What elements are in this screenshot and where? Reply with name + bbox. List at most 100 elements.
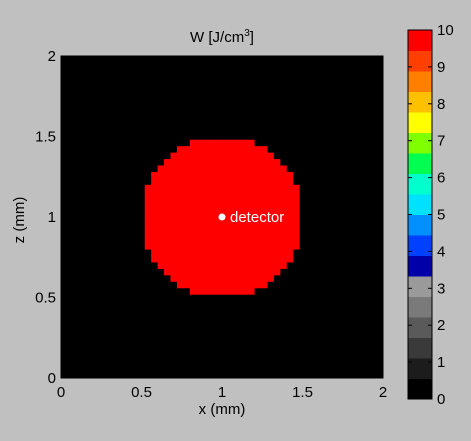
colorbar-segment — [408, 91, 432, 113]
heatmap-cell — [209, 178, 216, 186]
heatmap-cell — [196, 197, 204, 205]
heatmap-cell — [254, 210, 262, 218]
heatmap-cell — [292, 236, 300, 244]
heatmap-cell — [176, 223, 184, 231]
heatmap-cell — [247, 210, 255, 218]
heatmap-cell — [279, 262, 287, 269]
heatmap-cell — [234, 274, 242, 282]
heatmap-cell — [286, 236, 294, 244]
heatmap-cell — [241, 236, 249, 244]
heatmap-cell — [176, 242, 184, 250]
heatmap-cell — [209, 281, 216, 289]
chart-title: W [J/cm3] — [190, 28, 254, 46]
colorbar-tick-label: 8 — [437, 96, 445, 113]
heatmap-cell — [260, 217, 268, 224]
heatmap-cell — [157, 184, 165, 192]
heatmap-cell — [260, 262, 268, 269]
heatmap-cell — [164, 242, 171, 250]
heatmap-cell — [176, 178, 184, 186]
heatmap-cell — [267, 249, 274, 257]
heatmap-cell — [234, 139, 242, 147]
heatmap-cell — [157, 165, 165, 173]
heatmap-cell — [164, 229, 171, 237]
heatmap-cell — [209, 197, 216, 205]
heatmap-cell — [279, 249, 287, 257]
colorbar-tick-label: 4 — [437, 243, 445, 260]
heatmap-cell — [164, 236, 171, 244]
heatmap-cell — [286, 229, 294, 237]
heatmap-cell — [267, 274, 274, 282]
heatmap-cell — [228, 287, 236, 295]
y-tick-label: 1.5 — [35, 129, 56, 146]
heatmap-cell — [183, 159, 191, 166]
heatmap-cell — [151, 255, 158, 263]
heatmap-cell — [279, 184, 287, 192]
heatmap-cell — [183, 197, 191, 205]
x-tick-label: 0.5 — [131, 384, 152, 401]
heatmap-cell — [202, 268, 210, 276]
heatmap-cell — [260, 236, 268, 244]
heatmap-cell — [202, 171, 210, 179]
heatmap-cell — [151, 236, 158, 244]
heatmap-cell — [241, 146, 249, 153]
heatmap-cell — [209, 184, 216, 192]
colorbar-segment — [408, 317, 432, 338]
heatmap-cell — [286, 255, 294, 263]
heatmap-cell — [164, 165, 171, 173]
heatmap-cell — [215, 229, 223, 237]
heatmap-cell — [215, 171, 223, 179]
heatmap-cell — [292, 210, 300, 218]
heatmap-cell — [292, 184, 300, 192]
heatmap-cell — [144, 236, 152, 244]
heatmap-cell — [202, 274, 210, 282]
heatmap-cell — [151, 197, 158, 205]
heatmap-cell — [170, 210, 178, 218]
heatmap-cell — [215, 159, 223, 166]
heatmap-cell — [202, 159, 210, 166]
heatmap-cell — [196, 159, 204, 166]
heatmap-cell — [260, 146, 268, 153]
heatmap-cell — [222, 268, 229, 276]
heatmap-cell — [234, 255, 242, 263]
heatmap-cell — [292, 191, 300, 199]
heatmap-cell — [260, 178, 268, 186]
heatmap-cell — [222, 274, 229, 282]
heatmap-cell — [183, 146, 191, 153]
heatmap-cell — [170, 165, 178, 173]
heatmap-cell — [234, 184, 242, 192]
heatmap-cell — [170, 268, 178, 276]
heatmap-cell — [222, 204, 229, 211]
heatmap-cell — [286, 171, 294, 179]
heatmap-cell — [170, 274, 178, 282]
heatmap-cell — [209, 229, 216, 237]
colorbar-tick-label: 10 — [437, 22, 454, 39]
heatmap-cell — [164, 197, 171, 205]
heatmap-cell — [196, 262, 204, 269]
heatmap-cell — [196, 184, 204, 192]
heatmap-cell — [176, 165, 184, 173]
heatmap-cell — [260, 210, 268, 218]
heatmap-cell — [215, 217, 223, 224]
heatmap-cell — [196, 165, 204, 173]
heatmap-cell — [202, 191, 210, 199]
heatmap-cell — [241, 249, 249, 257]
heatmap-cell — [215, 139, 223, 147]
heatmap-cell — [273, 165, 281, 173]
colorbar-segment — [408, 112, 432, 133]
heatmap-cell — [273, 262, 281, 269]
heatmap-cell — [215, 255, 223, 263]
heatmap-cell — [183, 281, 191, 289]
heatmap-cell — [228, 242, 236, 250]
colorbar-segment — [408, 337, 432, 359]
heatmap-cell — [189, 287, 197, 295]
heatmap-cell — [189, 171, 197, 179]
heatmap-cell — [241, 152, 249, 160]
heatmap-cell — [234, 178, 242, 186]
heatmap-cell — [189, 178, 197, 186]
heatmap-cell — [260, 159, 268, 166]
heatmap-cell — [234, 242, 242, 250]
heatmap-cell — [247, 274, 255, 282]
heatmap-cell — [215, 204, 223, 211]
colorbar-segment — [408, 71, 432, 92]
heatmap-cell — [151, 178, 158, 186]
